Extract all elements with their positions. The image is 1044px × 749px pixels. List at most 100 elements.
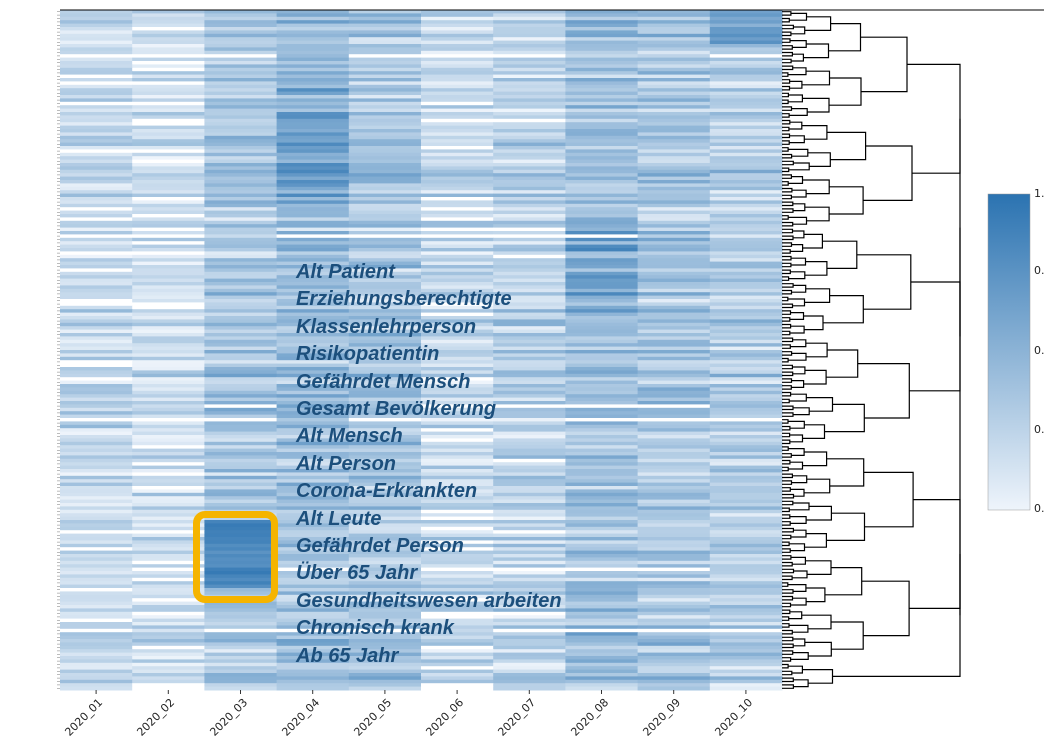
heatmap-cell: [60, 489, 133, 494]
heatmap-cell: [565, 686, 639, 691]
heatmap-cell: [204, 421, 278, 426]
heatmap-cell: [565, 496, 639, 501]
heatmap-cell: [709, 384, 783, 388]
heatmap-cell: [565, 227, 639, 232]
heatmap-cell: [709, 387, 783, 392]
heatmap-cell: [637, 414, 711, 419]
heatmap-cell: [565, 132, 639, 137]
heatmap-cell: [60, 523, 133, 528]
heatmap-cell: [565, 54, 639, 59]
heatmap-cell: [204, 244, 278, 249]
heatmap-cell: [637, 47, 711, 52]
heatmap-cell: [204, 469, 278, 473]
heatmap-cell: [565, 401, 639, 405]
heatmap-cell: [637, 574, 711, 579]
heatmap-cell: [637, 435, 711, 439]
heatmap-cell: [276, 666, 350, 671]
heatmap-cell: [565, 57, 639, 62]
heatmap-cell: [421, 594, 494, 599]
row-labels: [57, 11, 60, 689]
heatmap-cell: [637, 407, 711, 412]
heatmap-cell: [276, 550, 350, 555]
heatmap-cell: [493, 401, 566, 405]
heatmap-cell: [565, 662, 639, 667]
heatmap-cell: [348, 516, 422, 521]
heatmap-cell: [493, 509, 566, 514]
dendrogram-link: [788, 121, 803, 130]
heatmap-cell: [709, 530, 783, 535]
heatmap-cell: [204, 377, 278, 382]
heatmap-cell: [60, 186, 133, 191]
dendrogram-link: [802, 233, 823, 249]
heatmap-cell: [348, 271, 422, 276]
heatmap-cell: [276, 486, 350, 490]
heatmap-cell: [709, 533, 783, 538]
heatmap-cell: [132, 588, 205, 592]
heatmap-cell: [348, 203, 422, 208]
heatmap-cell: [421, 122, 494, 127]
heatmap-cell: [565, 197, 639, 201]
heatmap-cell: [276, 200, 350, 205]
heatmap-cell: [60, 516, 133, 521]
heatmap-cell: [709, 550, 783, 555]
heatmap-cell: [637, 261, 711, 266]
heatmap-cell: [709, 268, 783, 273]
heatmap-cell: [421, 350, 494, 354]
heatmap-cell: [204, 537, 278, 541]
heatmap-cell: [709, 503, 783, 507]
heatmap-cell: [493, 560, 566, 565]
heatmap-cell: [60, 533, 133, 538]
heatmap-cell: [204, 105, 278, 110]
heatmap-cell: [276, 125, 350, 130]
heatmap-cell: [348, 224, 422, 229]
heatmap-cell: [204, 299, 278, 303]
heatmap-cell: [132, 159, 205, 164]
heatmap-cell: [637, 509, 711, 514]
heatmap-cell: [565, 411, 639, 416]
heatmap-cell: [132, 40, 205, 45]
heatmap-cell: [493, 598, 566, 603]
heatmap-cell: [348, 275, 422, 280]
heatmap-cell: [60, 571, 133, 575]
heatmap-cell: [493, 333, 566, 337]
heatmap-cell: [204, 132, 278, 137]
heatmap-cell: [132, 292, 205, 297]
heatmap-cell: [204, 333, 278, 337]
heatmap-cell: [565, 292, 639, 297]
heatmap-cell: [276, 139, 350, 144]
heatmap-cell: [60, 299, 133, 303]
heatmap-cell: [565, 13, 639, 18]
heatmap-cell: [493, 438, 566, 443]
heatmap-cell: [276, 129, 350, 133]
heatmap-cell: [132, 67, 205, 72]
heatmap-cell: [709, 333, 783, 337]
dendrogram-link: [801, 125, 828, 140]
heatmap-cell: [60, 550, 133, 555]
heatmap-cell: [204, 190, 278, 195]
heatmap-cell: [493, 577, 566, 582]
heatmap-cell: [348, 526, 422, 531]
heatmap-cell: [348, 180, 422, 184]
heatmap-cell: [132, 394, 205, 399]
heatmap-cell: [60, 268, 133, 273]
heatmap-cell: [348, 390, 422, 395]
heatmap-cell: [276, 394, 350, 399]
heatmap-cell: [276, 88, 350, 93]
heatmap-cell: [60, 30, 133, 35]
heatmap-cell: [637, 452, 711, 456]
heatmap-cell: [637, 679, 711, 684]
heatmap-cell: [276, 186, 350, 191]
dendrogram-link: [802, 669, 834, 684]
heatmap-cell: [709, 156, 783, 161]
heatmap-cell: [348, 210, 422, 215]
heatmap-cell: [132, 496, 205, 501]
heatmap-cell: [565, 431, 639, 436]
heatmap-cell: [60, 526, 133, 531]
heatmap-cell: [60, 469, 133, 473]
heatmap-cell: [132, 479, 205, 484]
heatmap-cell: [204, 173, 278, 178]
heatmap-cell: [421, 489, 494, 494]
dendrogram-link: [782, 283, 794, 288]
heatmap-cell: [709, 288, 783, 293]
heatmap-cell: [348, 220, 422, 225]
